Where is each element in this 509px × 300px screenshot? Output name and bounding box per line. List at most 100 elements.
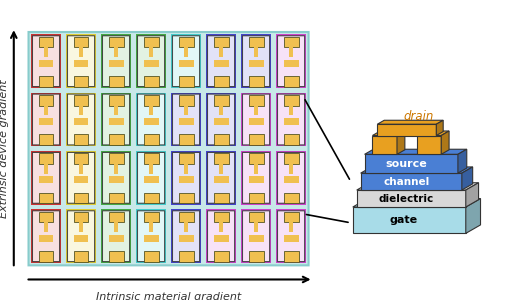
FancyBboxPatch shape xyxy=(137,152,164,203)
Bar xyxy=(283,153,298,164)
Bar xyxy=(31,34,61,88)
Bar xyxy=(253,176,258,178)
Bar xyxy=(213,176,228,183)
Bar xyxy=(213,193,228,203)
Bar xyxy=(275,34,305,88)
Bar xyxy=(101,93,131,146)
Bar xyxy=(288,47,293,57)
Bar xyxy=(114,164,118,174)
FancyBboxPatch shape xyxy=(33,36,60,87)
Bar xyxy=(253,118,258,119)
Bar xyxy=(114,47,118,57)
Bar xyxy=(73,251,89,262)
FancyBboxPatch shape xyxy=(207,36,234,87)
FancyBboxPatch shape xyxy=(277,211,304,262)
Bar xyxy=(108,76,123,87)
Bar xyxy=(283,193,298,203)
Polygon shape xyxy=(360,167,472,173)
FancyBboxPatch shape xyxy=(207,94,234,145)
Bar xyxy=(79,235,83,236)
Polygon shape xyxy=(360,173,461,190)
Bar xyxy=(213,153,228,164)
Bar xyxy=(283,235,298,242)
Bar xyxy=(248,153,263,164)
Bar xyxy=(114,222,118,232)
Bar xyxy=(73,60,89,67)
Bar xyxy=(44,176,48,178)
Bar xyxy=(144,37,158,47)
Bar xyxy=(44,164,48,174)
Polygon shape xyxy=(377,124,436,136)
Bar xyxy=(66,209,96,263)
FancyBboxPatch shape xyxy=(242,36,269,87)
Bar xyxy=(253,47,258,57)
Bar xyxy=(79,106,83,115)
Bar xyxy=(144,251,158,262)
Bar xyxy=(241,93,271,146)
Bar xyxy=(288,176,293,178)
Polygon shape xyxy=(416,136,440,154)
Bar xyxy=(288,106,293,115)
Bar xyxy=(79,47,83,57)
Bar xyxy=(288,222,293,232)
Bar xyxy=(79,60,83,61)
Bar xyxy=(241,209,271,263)
Bar xyxy=(31,209,61,263)
Polygon shape xyxy=(416,131,448,136)
Polygon shape xyxy=(364,149,466,154)
Bar xyxy=(178,37,193,47)
Bar xyxy=(144,95,158,106)
Polygon shape xyxy=(352,207,465,233)
Polygon shape xyxy=(372,131,404,136)
Bar xyxy=(283,118,298,125)
Bar xyxy=(144,134,158,145)
Polygon shape xyxy=(440,131,448,154)
Bar xyxy=(218,222,223,232)
Bar xyxy=(39,60,53,67)
Bar xyxy=(39,95,53,106)
Bar xyxy=(178,153,193,164)
Bar xyxy=(44,106,48,115)
Bar xyxy=(248,76,263,87)
Bar xyxy=(283,60,298,67)
Bar xyxy=(218,176,223,178)
Bar xyxy=(248,134,263,145)
FancyBboxPatch shape xyxy=(102,211,129,262)
Bar xyxy=(178,134,193,145)
FancyBboxPatch shape xyxy=(207,211,234,262)
FancyBboxPatch shape xyxy=(277,152,304,203)
Bar xyxy=(39,118,53,125)
Bar xyxy=(44,47,48,57)
Text: gate: gate xyxy=(389,215,417,225)
Bar xyxy=(183,176,188,178)
Bar xyxy=(206,151,236,205)
Bar xyxy=(183,235,188,236)
Bar xyxy=(283,251,298,262)
Bar xyxy=(73,37,89,47)
Text: Intrinsic material gradient: Intrinsic material gradient xyxy=(96,292,241,300)
Bar xyxy=(39,176,53,183)
Bar xyxy=(101,34,131,88)
Bar xyxy=(218,106,223,115)
FancyBboxPatch shape xyxy=(207,152,234,203)
Bar xyxy=(178,176,193,183)
FancyBboxPatch shape xyxy=(242,152,269,203)
Bar xyxy=(213,95,228,106)
Bar xyxy=(253,235,258,236)
Bar xyxy=(213,134,228,145)
Bar xyxy=(31,151,61,205)
Bar xyxy=(136,209,166,263)
Bar xyxy=(39,251,53,262)
Polygon shape xyxy=(465,183,477,207)
Bar xyxy=(283,95,298,106)
Polygon shape xyxy=(377,120,442,124)
Bar xyxy=(66,34,96,88)
Bar xyxy=(218,164,223,174)
Bar xyxy=(149,164,153,174)
Bar xyxy=(218,47,223,57)
Bar xyxy=(183,222,188,232)
Bar xyxy=(108,134,123,145)
Bar xyxy=(178,251,193,262)
Bar xyxy=(248,118,263,125)
Bar xyxy=(248,60,263,67)
